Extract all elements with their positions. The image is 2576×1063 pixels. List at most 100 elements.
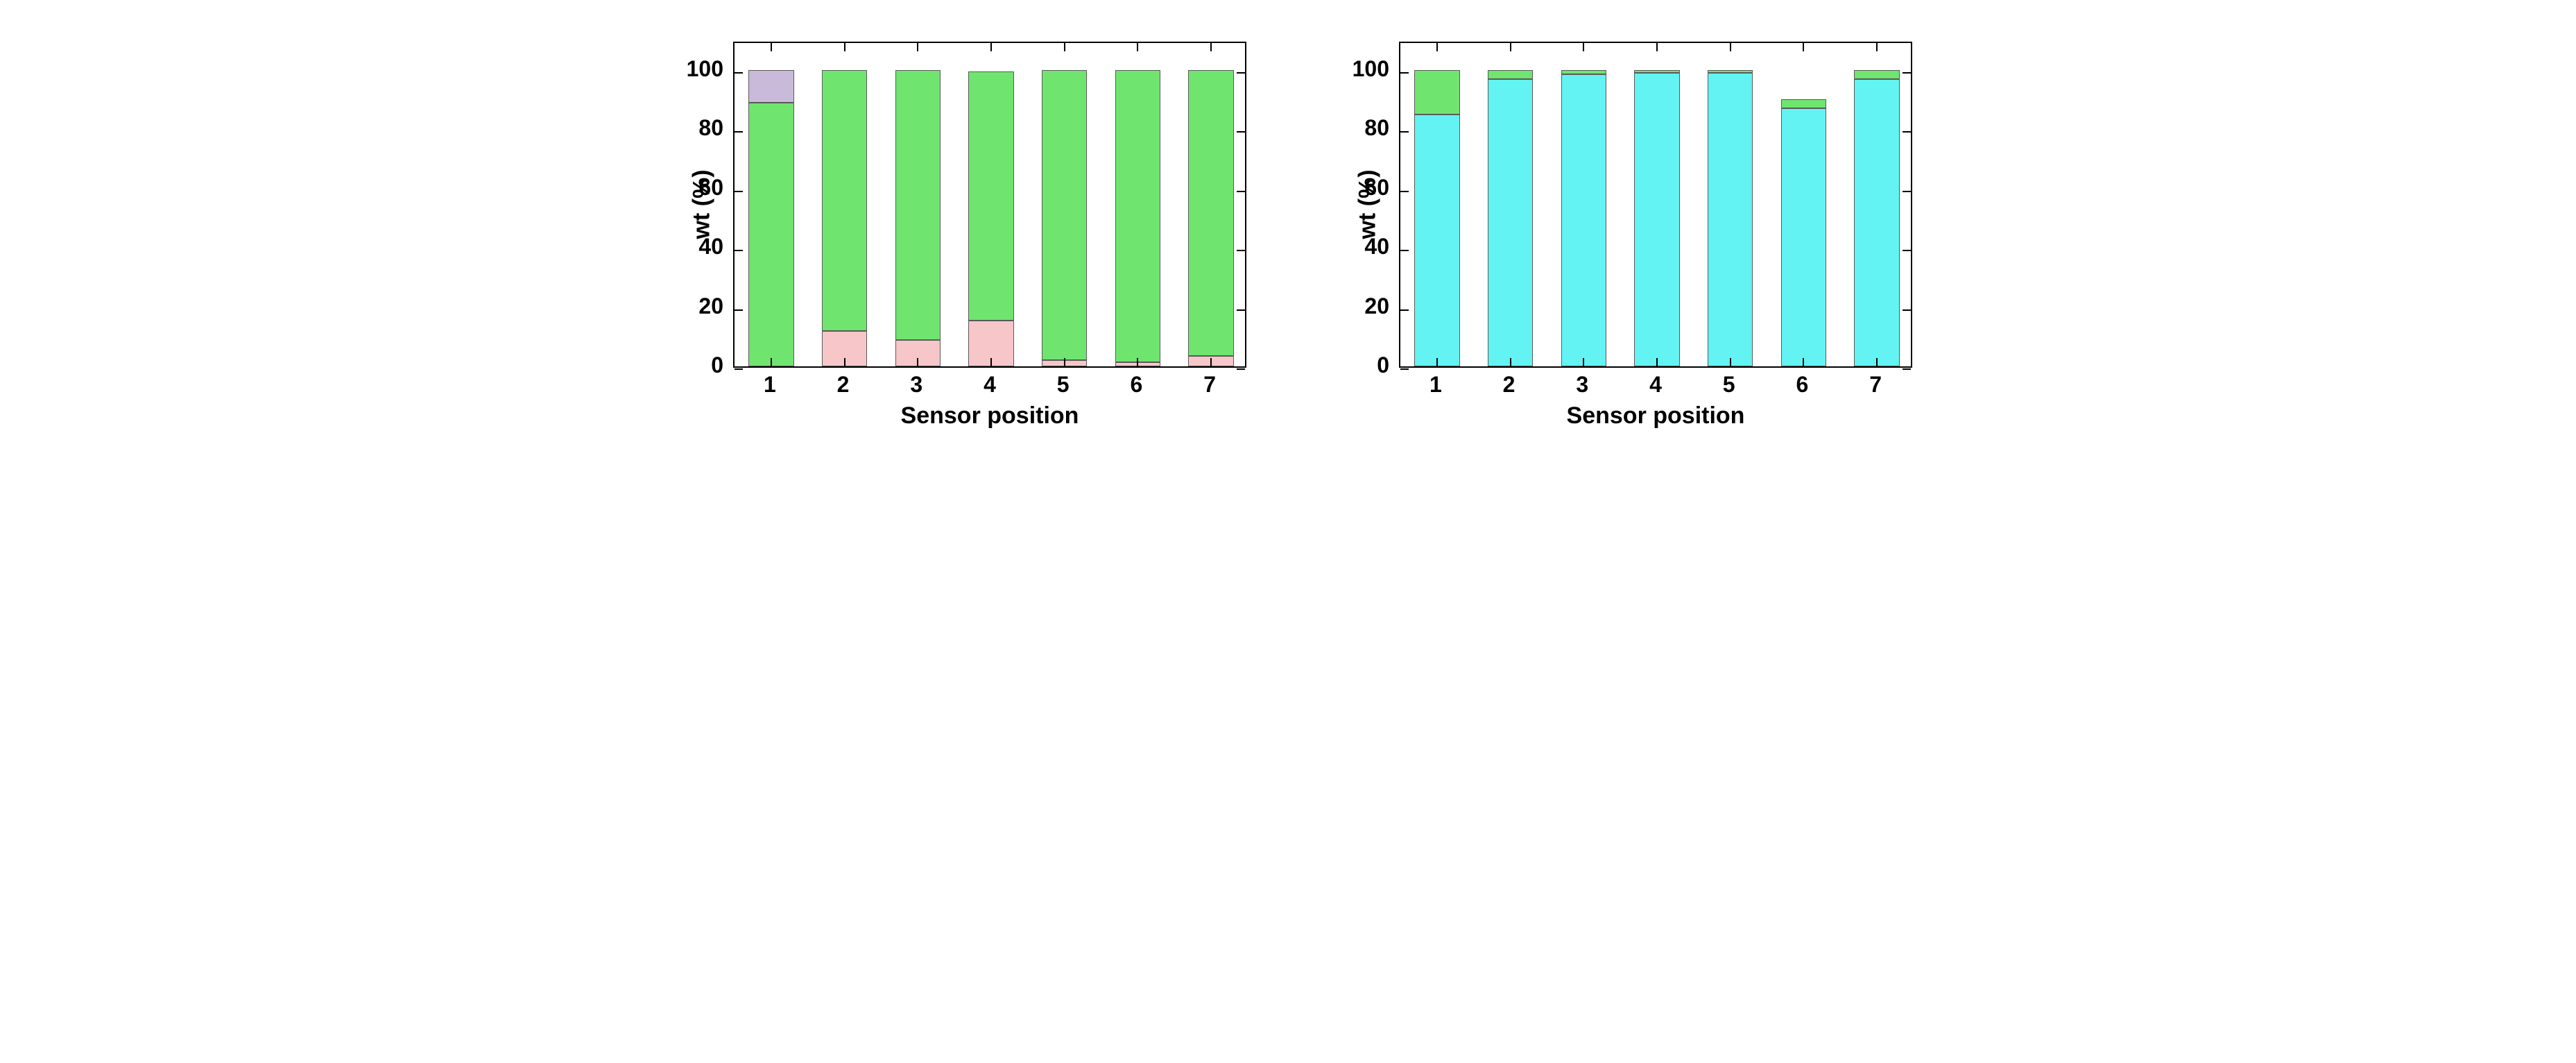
ytick-label: 0 [668, 352, 723, 378]
ytick-mark [1903, 309, 1911, 311]
bar-4 [968, 43, 1014, 366]
ytick-mark [1400, 191, 1409, 192]
xtick-mark [1876, 43, 1878, 51]
bar-seg-107 [1634, 73, 1680, 366]
ytick-mark [1237, 131, 1245, 133]
xtick-mark [1137, 358, 1138, 366]
xtick-label: 4 [1635, 372, 1676, 398]
ytick-mark [1903, 72, 1911, 74]
xtick-mark [844, 43, 845, 51]
ytick-mark [1903, 368, 1911, 370]
bar-7 [1188, 43, 1234, 366]
bar-seg-170_175 [1414, 70, 1460, 114]
bar-seg-170_175 [1188, 70, 1234, 356]
bar-seg-170_175 [1634, 70, 1680, 73]
ytick-mark [1237, 368, 1245, 370]
xtick-label: 1 [749, 372, 791, 398]
ytick-label: 100 [1334, 56, 1389, 82]
ytick-mark [735, 368, 743, 370]
plot-area [733, 42, 1246, 368]
xtick-mark [1656, 358, 1658, 366]
ytick-mark [1400, 250, 1409, 251]
bar-seg-170_175 [1854, 70, 1900, 79]
bar-seg-107 [1854, 79, 1900, 366]
xtick-mark [917, 43, 918, 51]
bar-seg-107 [1561, 74, 1607, 366]
xtick-label: 2 [823, 372, 864, 398]
xtick-mark [1803, 43, 1804, 51]
xtick-mark [771, 43, 772, 51]
ytick-mark [735, 72, 743, 74]
xtick-label: 3 [895, 372, 937, 398]
plot-area [1399, 42, 1912, 368]
xtick-label: 3 [1561, 372, 1603, 398]
bar-seg-170_175 [1115, 70, 1161, 362]
xtick-mark [1876, 358, 1878, 366]
panel-b: 0204060801001234567wt (%)Sensor position… [1309, 14, 1933, 527]
xtick-label: 2 [1488, 372, 1530, 398]
xtick-mark [1656, 43, 1658, 51]
bar-seg-170_175 [1488, 70, 1534, 79]
bar-5 [1042, 43, 1088, 366]
xtick-label: 4 [969, 372, 1011, 398]
xtick-label: 1 [1415, 372, 1457, 398]
xtick-mark [1803, 358, 1804, 366]
xtick-mark [844, 358, 845, 366]
x-axis-label: Sensor position [733, 402, 1246, 430]
bar-seg-170_175 [968, 71, 1014, 321]
ytick-mark [1400, 131, 1409, 133]
ytick-mark [735, 309, 743, 311]
bar-1 [1414, 43, 1460, 366]
xtick-mark [1510, 43, 1511, 51]
xtick-mark [1210, 43, 1212, 51]
x-axis-label: Sensor position [1399, 402, 1912, 430]
xtick-mark [1510, 358, 1511, 366]
bar-seg-107 [1781, 108, 1827, 366]
bar-5 [1708, 43, 1753, 366]
xtick-label: 7 [1189, 372, 1230, 398]
xtick-mark [1730, 43, 1731, 51]
bar-3 [1561, 43, 1607, 366]
xtick-mark [1730, 358, 1731, 366]
ytick-mark [735, 191, 743, 192]
xtick-mark [1210, 358, 1212, 366]
xtick-label: 5 [1042, 372, 1084, 398]
xtick-mark [1436, 43, 1438, 51]
ytick-mark [735, 131, 743, 133]
bar-seg-107 [1488, 79, 1534, 366]
xtick-mark [917, 358, 918, 366]
xtick-mark [1583, 43, 1584, 51]
bar-6 [1115, 43, 1161, 366]
panel-a: 0204060801001234567wt (%)Sensor position… [643, 14, 1267, 527]
bar-4 [1634, 43, 1680, 366]
bar-seg-170_175 [1042, 70, 1088, 361]
ytick-mark [1237, 191, 1245, 192]
bar-3 [895, 43, 941, 366]
xtick-mark [1137, 43, 1138, 51]
bar-7 [1854, 43, 1900, 366]
ytick-mark [1903, 250, 1911, 251]
bar-seg-107 [1414, 114, 1460, 366]
ytick-label: 100 [668, 56, 723, 82]
bar-seg-170_175 [1561, 70, 1607, 74]
xtick-mark [990, 43, 992, 51]
xtick-mark [1064, 43, 1065, 51]
bar-6 [1781, 43, 1827, 366]
xtick-label: 6 [1115, 372, 1157, 398]
y-axis-label: wt (%) [1355, 153, 1382, 257]
xtick-label: 6 [1781, 372, 1823, 398]
bar-1 [748, 43, 794, 366]
xtick-mark [1436, 358, 1438, 366]
ytick-label: 20 [668, 294, 723, 319]
ytick-mark [1237, 309, 1245, 311]
xtick-mark [990, 358, 992, 366]
xtick-label: 7 [1855, 372, 1896, 398]
bar-2 [1488, 43, 1534, 366]
xtick-mark [771, 358, 772, 366]
ytick-mark [1903, 131, 1911, 133]
ytick-label: 0 [1334, 352, 1389, 378]
bar-seg-170_175 [822, 70, 868, 331]
bar-seg-242 [748, 70, 794, 103]
ytick-mark [1400, 309, 1409, 311]
bar-seg-170_175 [1781, 99, 1827, 108]
